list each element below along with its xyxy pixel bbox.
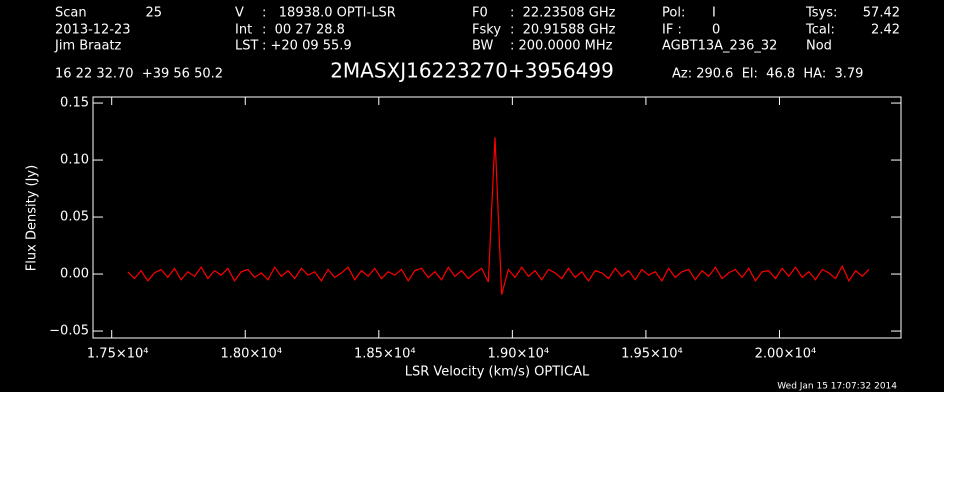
x-tick-label: 2.00×10⁴	[755, 347, 817, 362]
y-tick-label: 0.05	[60, 210, 89, 225]
y-tick-label: 0.00	[60, 267, 89, 282]
header-label: AGBT13A_236_32	[662, 39, 777, 54]
header-label: LST	[235, 39, 258, 54]
header-label: F0	[472, 6, 488, 21]
header-value: : +20 09 55.9	[262, 39, 352, 54]
x-axis-label: LSR Velocity (km/s) OPTICAL	[405, 365, 590, 380]
y-axis-label: Flux Density (Jy)	[25, 165, 40, 271]
plot-background	[0, 0, 944, 392]
header-label: IF :	[662, 23, 682, 38]
y-tick-label: 0.10	[60, 153, 89, 168]
y-tick-label: 0.15	[60, 96, 89, 111]
coordinates: 16 22 32.70 +39 56 50.2	[55, 67, 223, 82]
header-label: BW	[472, 39, 493, 54]
header-value: 25	[145, 6, 162, 21]
header-value: 0	[712, 23, 720, 38]
header-value: : 22.23508 GHz	[510, 6, 616, 21]
header-label: Scan	[55, 6, 87, 21]
pointing: Az: 290.6 El: 46.8 HA: 3.79	[672, 67, 863, 82]
header-label: V	[235, 6, 244, 21]
plot-date: Wed Jan 15 17:07:32 2014	[777, 382, 897, 392]
header-label: Tsys:	[805, 6, 837, 21]
header-label: Fsky	[472, 23, 501, 38]
spectrum-line	[127, 137, 870, 295]
header-value: : 200.0000 MHz	[510, 39, 613, 54]
x-tick-label: 1.75×10⁴	[87, 347, 149, 362]
header-label: Nod	[806, 39, 832, 54]
header-value: : 20.91588 GHz	[510, 23, 616, 38]
x-tick-label: 1.90×10⁴	[488, 347, 550, 362]
y-tick-label: −0.05	[49, 324, 89, 339]
header-value: 57.42	[863, 6, 900, 21]
header-value: : 00 27 28.8	[262, 23, 345, 38]
header-value: I	[712, 6, 716, 21]
header-label: Tcal:	[805, 23, 835, 38]
x-tick-label: 1.85×10⁴	[354, 347, 416, 362]
x-tick-label: 1.95×10⁴	[621, 347, 683, 362]
header-label: Int	[235, 23, 252, 38]
header-label: Pol:	[662, 6, 685, 21]
header-label: Jim Braatz	[54, 39, 122, 54]
chart-title: 2MASXJ16223270+3956499	[330, 59, 614, 83]
header-value: 2.42	[871, 23, 900, 38]
header-label: 2013-12-23	[55, 23, 131, 38]
x-tick-label: 1.80×10⁴	[220, 347, 282, 362]
header-value: : 18938.0 OPTI-LSR	[262, 6, 396, 21]
